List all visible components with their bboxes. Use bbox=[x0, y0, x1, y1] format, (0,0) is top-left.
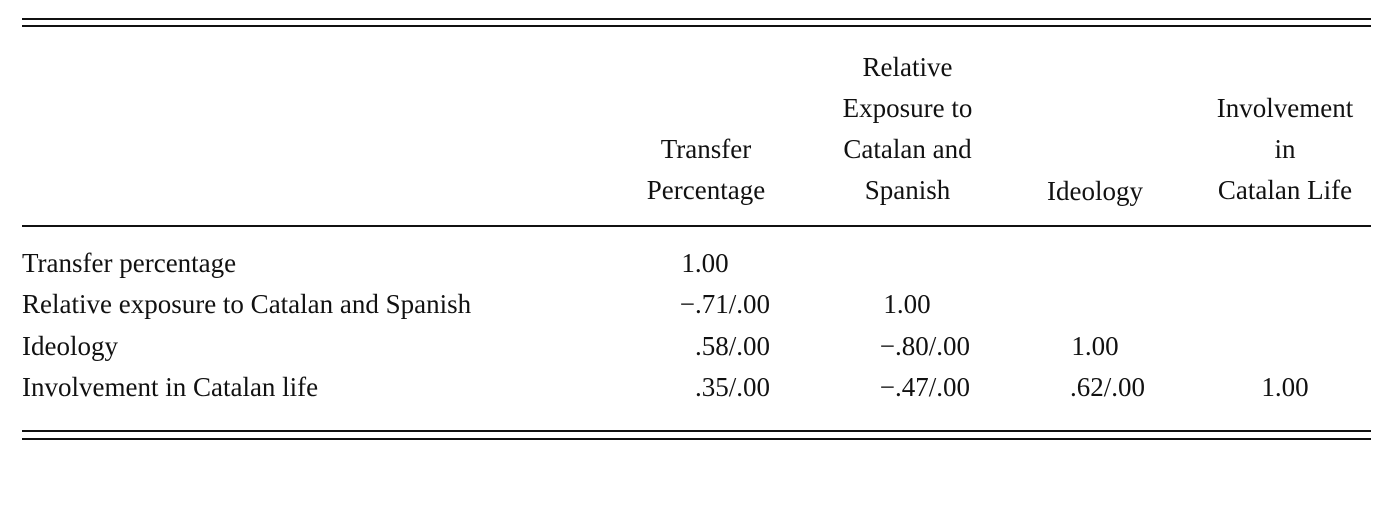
table-cell: −.80/.00 bbox=[879, 331, 970, 361]
row-label-transfer-percentage: Transfer percentage bbox=[22, 248, 237, 278]
row-label-involvement: Involvement in Catalan life bbox=[22, 372, 319, 402]
table-cell: 1.00 bbox=[1261, 372, 1309, 402]
table-cell: 1.00 bbox=[1071, 331, 1119, 361]
column-header-relative-exposure: Relative Exposure to Catalan and Spanish bbox=[842, 52, 973, 205]
table-cell: .35/.00 bbox=[694, 372, 770, 402]
bottom-rule bbox=[22, 430, 1371, 432]
top-rule bbox=[22, 18, 1371, 20]
table-cell: −.47/.00 bbox=[879, 372, 970, 402]
bottom-rule-inner bbox=[22, 438, 1371, 440]
row-label-relative-exposure: Relative exposure to Catalan and Spanish bbox=[22, 289, 472, 319]
column-header-transfer-percentage: Transfer Percentage bbox=[646, 134, 766, 205]
table-cell: −.71/.00 bbox=[679, 289, 770, 319]
table-cell: .58/.00 bbox=[694, 331, 770, 361]
table-cell: .62/.00 bbox=[1069, 372, 1145, 402]
table-cell: 1.00 bbox=[883, 289, 931, 319]
column-header-ideology: Ideology bbox=[1047, 176, 1143, 206]
table-cell: 1.00 bbox=[681, 248, 729, 278]
column-header-involvement: Involvement in Catalan Life bbox=[1216, 93, 1354, 205]
top-rule-inner bbox=[22, 25, 1371, 27]
row-label-ideology: Ideology bbox=[22, 331, 118, 361]
header-rule bbox=[22, 225, 1371, 227]
